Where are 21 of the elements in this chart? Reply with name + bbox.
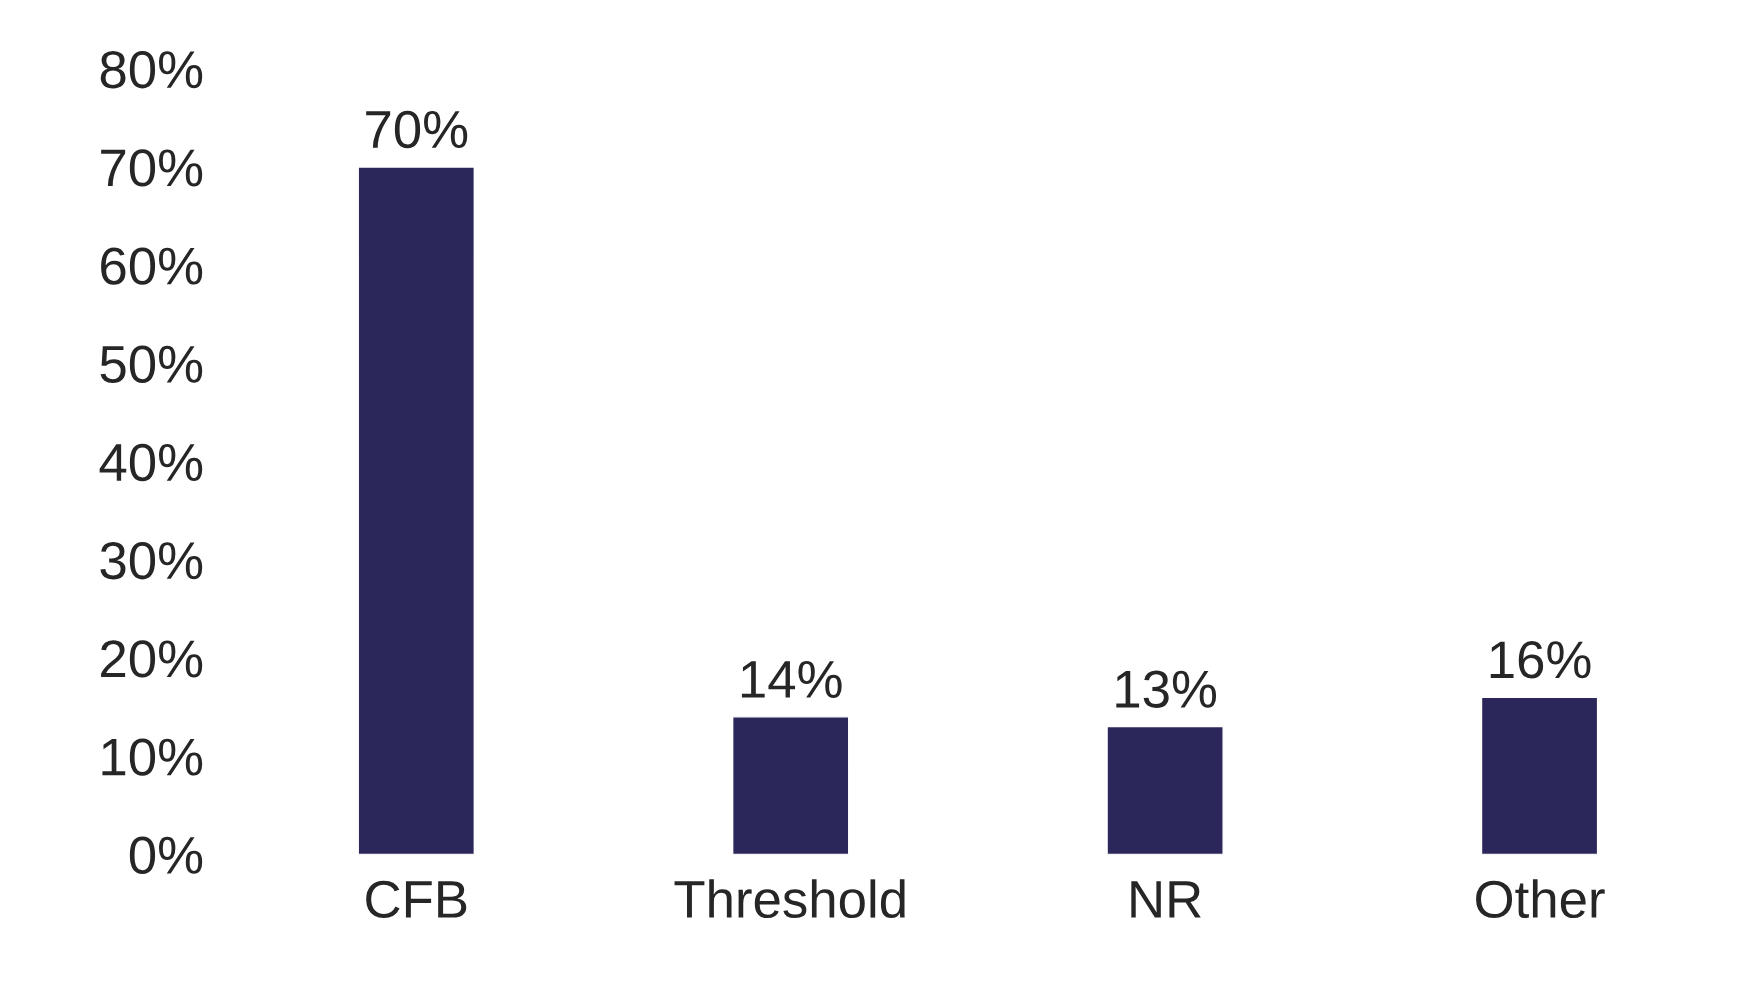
y-tick-label: 50% <box>100 345 203 383</box>
x-tick-label: NR <box>1131 881 1201 918</box>
bar <box>731 716 850 855</box>
y-tick-label: 40% <box>99 443 203 482</box>
y-tick-label: 10% <box>102 738 203 776</box>
x-tick-label: Other <box>1476 879 1605 919</box>
y-tick-label: 80% <box>100 51 203 89</box>
y-tick-label: 60% <box>101 247 203 285</box>
y-tick-label: 20% <box>101 640 203 678</box>
data-label: 16% <box>1490 641 1591 679</box>
x-tick-label: CFB <box>366 880 467 919</box>
bar <box>357 166 476 855</box>
bar <box>1480 696 1599 855</box>
data-label: 13% <box>1116 670 1217 708</box>
x-tick-label: Threshold <box>674 879 905 919</box>
y-tick-label: 0% <box>129 836 203 874</box>
data-label: 14% <box>741 660 842 698</box>
y-tick-label: 30% <box>100 542 203 580</box>
data-label: 70% <box>366 110 468 149</box>
bar <box>1106 725 1224 855</box>
y-tick-label: 70% <box>101 149 203 187</box>
